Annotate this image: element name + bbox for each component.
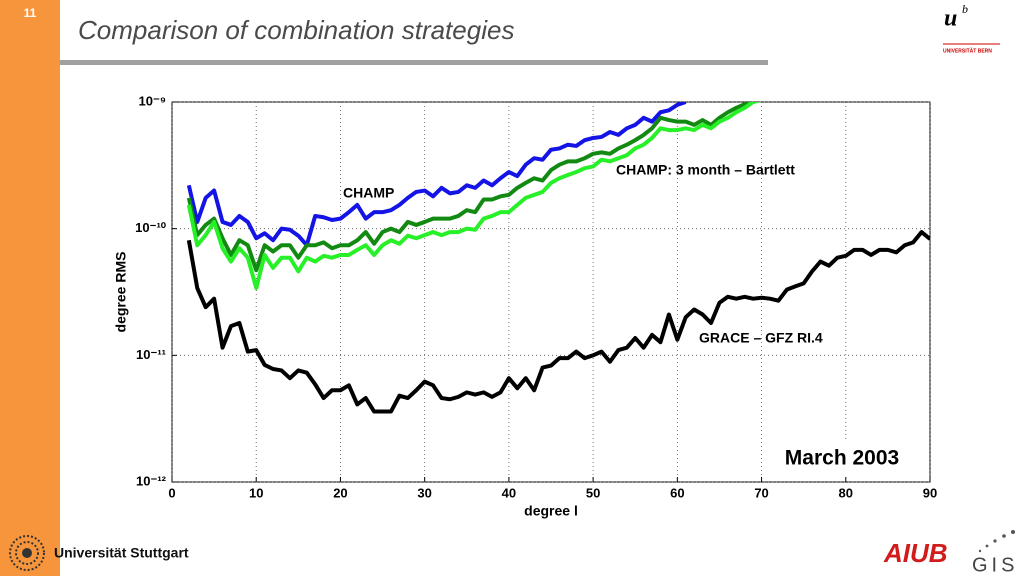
y-tick-label: 10⁻¹² (136, 473, 167, 488)
bern-logo-text: UNIVERSITÄT BERN (943, 47, 992, 54)
y-tick-label: 10⁻¹¹ (136, 347, 166, 362)
x-axis-label: degree l (524, 503, 578, 519)
y-axis-label: degree RMS (113, 252, 129, 333)
annotation: March 2003 (785, 447, 899, 470)
annotation: CHAMP: 3 month – Bartlett (616, 162, 795, 178)
x-tick-label: 30 (417, 485, 431, 500)
aiub-logo: AIUB (883, 538, 948, 568)
x-tick-label: 60 (670, 485, 684, 500)
x-tick-label: 50 (586, 485, 600, 500)
gis-dots (978, 530, 1015, 553)
series-line (186, 102, 762, 291)
x-tick-label: 20 (333, 485, 347, 500)
bern-logo-mark: u (944, 6, 957, 32)
x-tick-label: 0 (168, 485, 175, 500)
chart: 0 10 20 30 40 50 60 70 80 90 10⁻¹² 10⁻¹¹ 10⁻¹⁰ 10⁻⁹ de… (113, 93, 938, 518)
stuttgart-logo: Universität Stuttgart (54, 545, 189, 561)
title-rule (60, 60, 768, 65)
x-tick-label: 70 (754, 485, 768, 500)
series-line (186, 230, 930, 414)
annotation: CHAMP (343, 185, 394, 201)
page-number: 11 (24, 6, 37, 20)
annotation-box (769, 440, 917, 476)
plot-lines (186, 102, 930, 414)
stuttgart-emblem (9, 535, 45, 571)
y-tick-label: 10⁻¹⁰ (135, 220, 167, 235)
slide-title: Comparison of combination strategies (78, 15, 514, 45)
bern-logo-sup: b (962, 2, 968, 16)
y-tick-label: 10⁻⁹ (139, 93, 167, 108)
x-tick-label: 90 (923, 485, 937, 500)
x-tick-label: 10 (249, 485, 263, 500)
annotation: GRACE – GFZ RI.4 (699, 330, 823, 346)
series-line (186, 102, 762, 273)
plot-area (171, 101, 931, 483)
gis-logo: GIS (972, 554, 1018, 576)
x-tick-label: 80 (839, 485, 853, 500)
series-line (186, 102, 687, 248)
x-tick-label: 40 (502, 485, 516, 500)
side-bar (0, 0, 60, 576)
